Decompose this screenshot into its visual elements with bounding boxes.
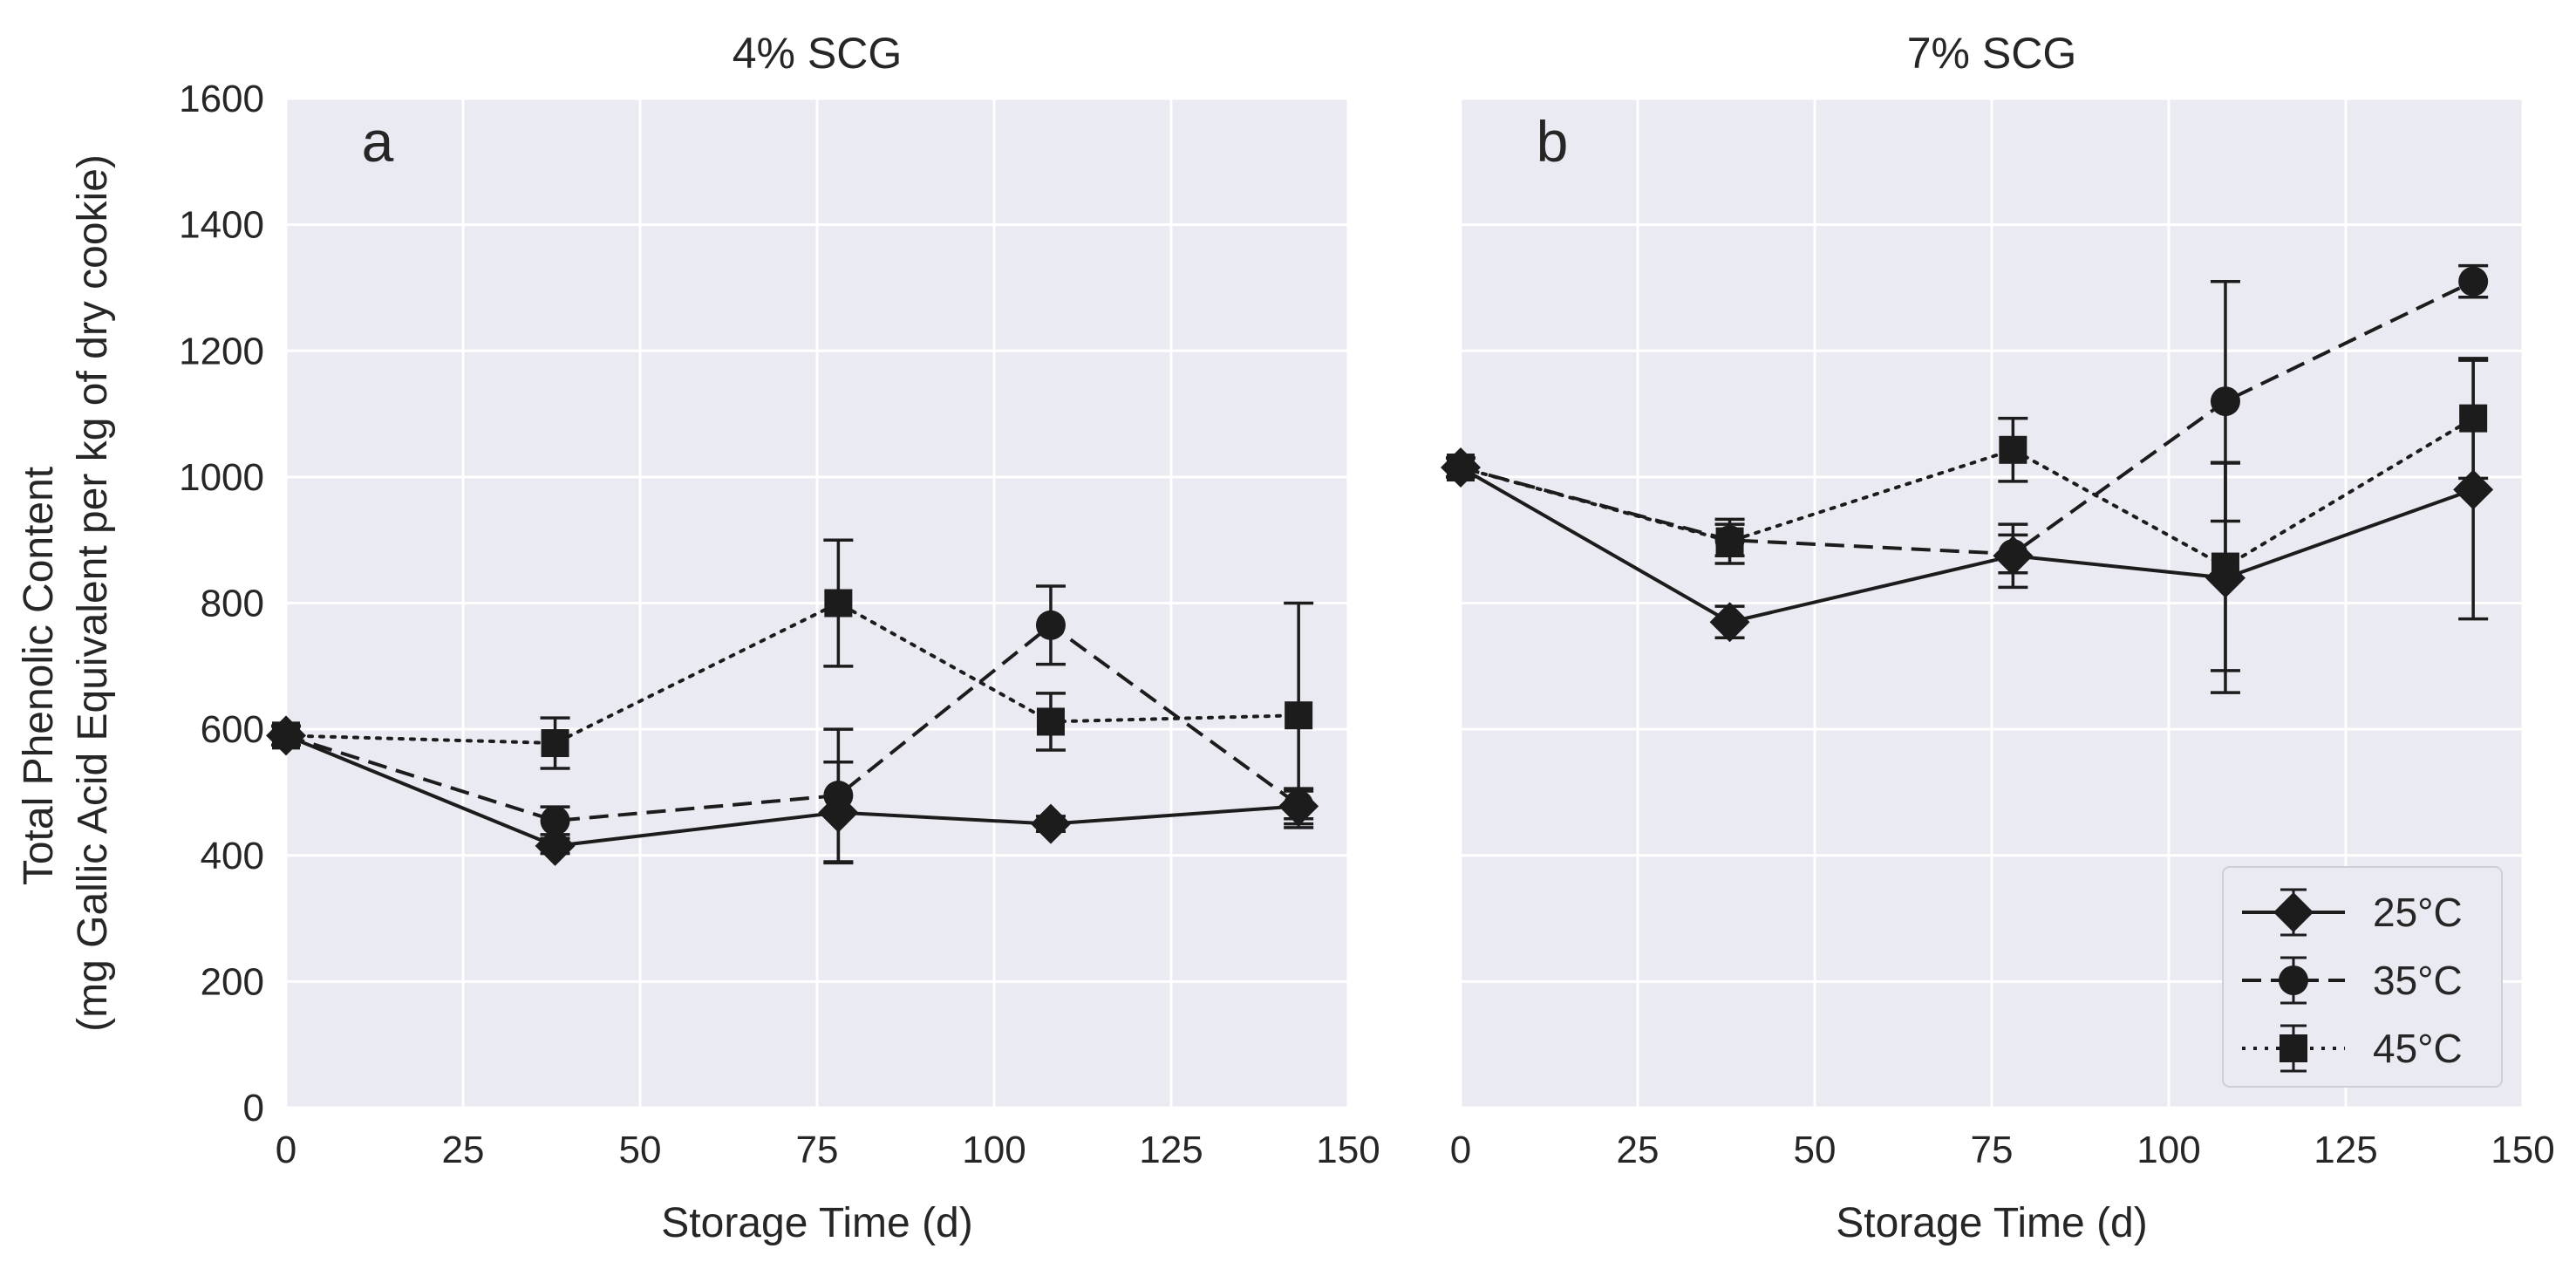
data-point-square bbox=[1036, 707, 1065, 736]
legend-marker-circle bbox=[2279, 966, 2308, 995]
x-tick-label: 100 bbox=[962, 1129, 1026, 1171]
chart-panel-b: 0 25 50 75 100 125 150 7% SCG Storage Time (d) b 2… bbox=[1441, 29, 2555, 1246]
data-point-square bbox=[2211, 552, 2239, 581]
panel-letter: a bbox=[362, 109, 394, 174]
panel-title: 7% SCG bbox=[1907, 29, 2077, 78]
data-point-square bbox=[541, 729, 569, 758]
y-tick-label: 800 bbox=[201, 583, 264, 625]
x-axis-label: Storage Time (d) bbox=[1836, 1200, 2147, 1246]
y-tick-label: 200 bbox=[201, 960, 264, 1003]
legend-label: 45°C bbox=[2373, 1026, 2463, 1071]
x-tick-label: 100 bbox=[2136, 1129, 2200, 1171]
data-point-circle bbox=[1035, 610, 1066, 640]
data-point-circle bbox=[2458, 266, 2489, 297]
x-tick-label: 125 bbox=[2314, 1129, 2377, 1171]
x-tick-label: 50 bbox=[1794, 1129, 1837, 1171]
x-tick-label: 150 bbox=[1316, 1129, 1380, 1171]
legend-marker-diamond bbox=[2273, 892, 2314, 932]
y-axis-label-line1: Total Phenolic Content bbox=[16, 467, 62, 885]
x-axis-label: Storage Time (d) bbox=[661, 1200, 972, 1246]
x-tick-label: 75 bbox=[1971, 1129, 2014, 1171]
legend-marker-square bbox=[2280, 1034, 2307, 1062]
y-tick-label: 1400 bbox=[179, 204, 264, 247]
y-tick-label: 400 bbox=[201, 835, 264, 877]
x-tick-label: 50 bbox=[619, 1129, 662, 1171]
data-point-square bbox=[1447, 454, 1475, 482]
y-tick-label: 1000 bbox=[179, 456, 264, 499]
y-axis-label-line2: (mg Gallic Acid Equivalent per kg of dry… bbox=[70, 154, 116, 1032]
data-point-circle bbox=[2210, 386, 2240, 417]
legend: 25°C 35°C 45°C bbox=[2222, 866, 2503, 1088]
data-point-square bbox=[2459, 404, 2488, 433]
x-tick-label: 25 bbox=[442, 1129, 485, 1171]
data-point-circle bbox=[540, 805, 570, 836]
data-point-square bbox=[1715, 527, 1744, 556]
y-tick-label: 1600 bbox=[179, 78, 264, 120]
data-point-diamond bbox=[1709, 602, 1750, 643]
data-point-diamond bbox=[1030, 803, 1071, 844]
data-point-square bbox=[272, 721, 300, 750]
x-tick-label: 25 bbox=[1617, 1129, 1659, 1171]
x-tick-label: 0 bbox=[1450, 1129, 1471, 1171]
series-line bbox=[284, 601, 1301, 746]
x-tick-label: 0 bbox=[276, 1129, 296, 1171]
y-tick-label: 0 bbox=[243, 1087, 264, 1129]
y-tick-label: 600 bbox=[201, 708, 264, 751]
data-point-square bbox=[824, 589, 853, 618]
series-line bbox=[285, 623, 1300, 823]
x-tick-label: 150 bbox=[2491, 1129, 2554, 1171]
legend-label: 25°C bbox=[2373, 890, 2463, 935]
data-point-circle bbox=[823, 781, 854, 811]
data-point-square bbox=[1285, 701, 1313, 730]
panel-title: 4% SCG bbox=[733, 29, 903, 78]
panel-letter: b bbox=[1537, 109, 1569, 174]
data-point-circle bbox=[1998, 539, 2028, 570]
data-point-square bbox=[1999, 435, 2027, 464]
series-45°C bbox=[1446, 357, 2489, 672]
x-tick-label: 125 bbox=[1139, 1129, 1203, 1171]
series-45°C bbox=[271, 538, 1314, 829]
y-tick-label: 1200 bbox=[179, 330, 264, 372]
legend-label: 35°C bbox=[2373, 958, 2463, 1003]
x-tick-label: 75 bbox=[796, 1129, 839, 1171]
chart-panel-a: 0 25 50 75 100 125 150 0 200 400 600 800 1000 1200 140… bbox=[179, 29, 1380, 1246]
